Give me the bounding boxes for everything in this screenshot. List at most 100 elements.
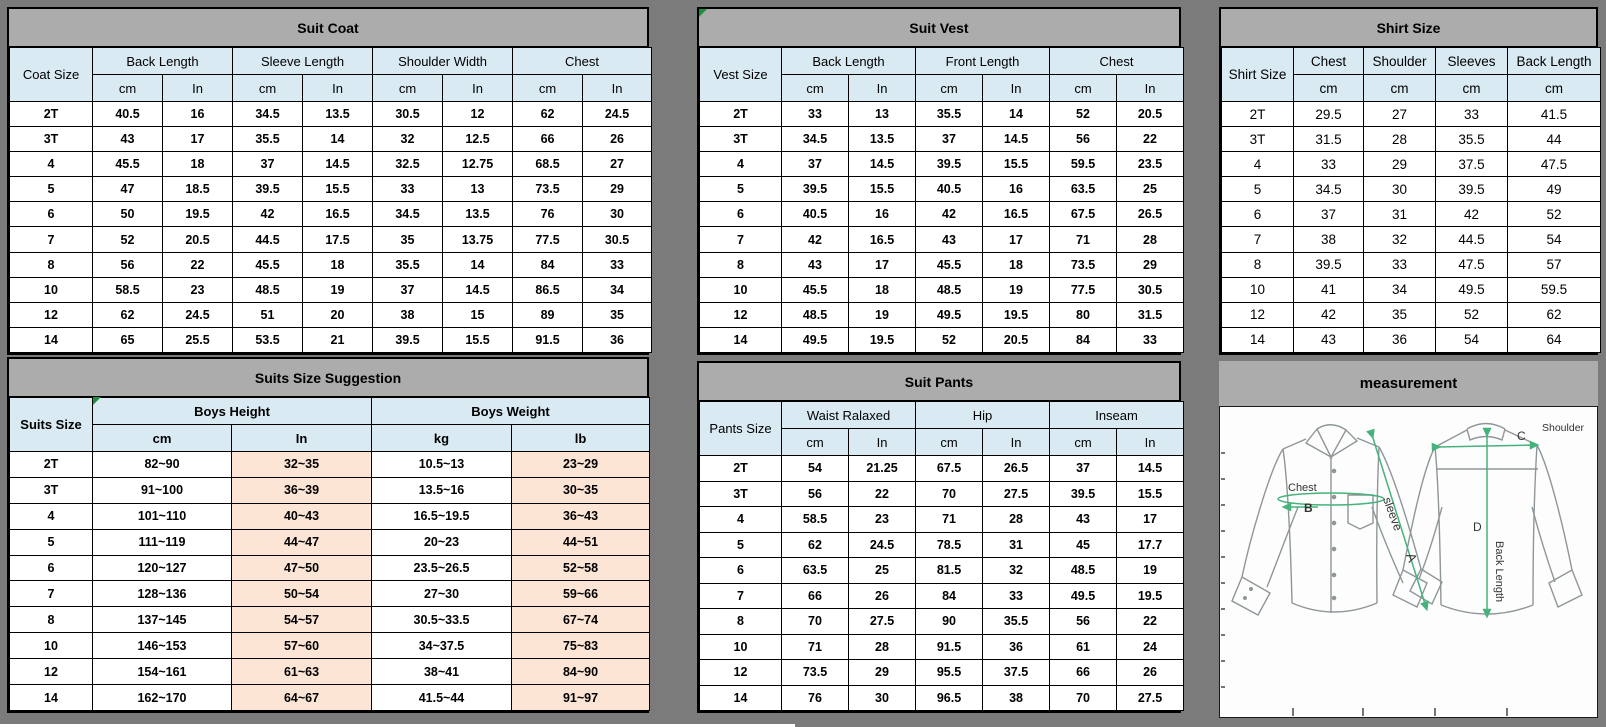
data-cell: 84 [512,251,584,278]
data-cell: 56 [92,251,163,278]
data-cell: 49.5 [781,326,849,354]
shirt-size-table: Shirt Size Shirt Size Chest Shoulder Sleeves… [1219,7,1601,355]
data-cell: 17.7 [1116,531,1185,558]
data-cell: 39.5 [1049,480,1118,507]
data-cell: 15.5 [982,151,1050,178]
data-cell: 38 [982,684,1051,711]
data-cell: 17 [982,226,1050,253]
data-cell: 22 [1116,126,1184,153]
data-cell: 10.5~13 [371,451,512,478]
unit-header: cm [915,74,983,102]
table-row: 4 45.5 18 37 14.5 32.5 12.75 68.5 27 [9,151,653,178]
data-cell: 63.5 [1049,176,1117,203]
size-cell: 2T [1221,100,1294,128]
unit-header: kg [371,424,512,452]
unit-header: In [582,74,653,102]
size-cell: 5 [1221,176,1294,203]
data-cell: 57 [1507,251,1601,278]
column-group-header: Waist Ralaxed [780,401,917,429]
data-cell: 37.5 [1435,151,1508,178]
column-group-header: Front Length [915,47,1050,75]
data-cell: 30.5 [582,226,653,253]
column-group-header: Back Length [92,47,233,75]
data-cell: 66 [512,126,584,153]
data-cell: 16 [982,176,1050,203]
data-cell: 34~37.5 [371,632,512,660]
size-cell: 3T [1221,126,1294,153]
data-cell: 15 [441,301,514,328]
size-cell: 14 [1221,326,1294,354]
data-cell: 40.5 [915,176,983,203]
data-cell: 21.25 [847,455,917,482]
column-group-header: Chest [512,47,653,75]
data-cell: 26 [1116,659,1185,686]
data-cell: 54 [781,455,849,482]
measurement-labels: Chest B sleeve A C Shoulder D Back Lengt… [1288,422,1585,602]
data-cell: 16.5~19.5 [371,502,512,530]
suit-vest-table: Suit Vest Vest Size Back Length Front Lengt… [697,7,1184,355]
data-cell: 25 [847,557,917,584]
table-row: 12 73.5 29 95.5 37.5 66 26 [699,659,1185,686]
table-row: 4 101~110 40~43 16.5~19.5 36~43 [9,502,650,530]
data-cell: 43 [915,226,983,253]
d-label: D [1473,520,1482,534]
size-cell: 10 [699,633,782,660]
data-cell: 19.5 [848,326,916,354]
unit-header: In [848,74,916,102]
data-cell: 62 [1507,301,1601,328]
data-cell: 66 [781,582,849,609]
data-cell: 21 [302,326,373,354]
shoulder-label: Shoulder [1542,422,1585,434]
data-cell: 54 [1435,326,1508,354]
data-cell: 40.5 [781,201,849,228]
data-cell: 24.5 [847,531,917,558]
size-column-header: Pants Size [699,401,782,456]
unit-header: cm [372,74,443,102]
data-cell: 43 [781,251,849,278]
data-cell: 75~83 [511,632,650,660]
table-row: 10 58.5 23 48.5 19 37 14.5 86.5 34 [9,276,653,303]
table-title: Shirt Size [1221,9,1596,47]
data-cell: 32.5 [372,151,443,178]
unit-header: cm [92,424,232,452]
table-row: 14 76 30 96.5 38 70 27.5 [699,684,1185,711]
data-cell: 76 [512,201,584,228]
data-cell: 39.5 [1293,251,1364,278]
data-cell: 14.5 [982,126,1050,153]
data-cell: 22 [847,480,917,507]
data-cell: 34.5 [781,126,849,153]
data-cell: 35.5 [915,100,983,128]
column-group-header: Shoulder Width [371,47,514,75]
data-cell: 71 [915,506,984,533]
size-cell: 10 [699,276,782,303]
data-cell: 39.5 [781,176,849,203]
size-cell: 3T [9,126,93,153]
data-cell: 42 [1293,301,1364,328]
size-cell: 5 [9,176,93,203]
data-cell: 65 [92,326,163,354]
data-cell: 29 [847,659,917,686]
data-cell: 146~153 [92,632,232,660]
data-cell: 14.5 [302,151,373,178]
table-row: 5 62 24.5 78.5 31 45 17.7 [699,531,1185,558]
data-cell: 56 [781,480,849,507]
data-cell: 61 [1049,633,1118,660]
table-row: 14 49.5 19.5 52 20.5 84 33 [699,326,1184,354]
data-cell: 73.5 [781,659,849,686]
data-cell: 77.5 [512,226,584,253]
data-cell: 78.5 [915,531,984,558]
data-cell: 33 [1435,100,1508,128]
data-cell: 96.5 [915,684,984,711]
data-cell: 90 [915,608,984,635]
data-cell: 111~119 [92,528,232,556]
data-cell: 27.5 [1116,684,1185,711]
size-cell: 8 [699,608,782,635]
data-cell: 23 [847,506,917,533]
column-group-header: Chest [1049,47,1184,75]
table-row: 4 37 14.5 39.5 15.5 59.5 23.5 [699,151,1184,178]
size-cell: 10 [9,276,93,303]
data-cell: 28 [847,633,917,660]
chest-label: Chest [1288,482,1317,494]
unit-header: In [1116,74,1184,102]
suits-size-suggestion-table: Suits Size Suggestion Suits Size Boys Heig… [7,357,650,713]
